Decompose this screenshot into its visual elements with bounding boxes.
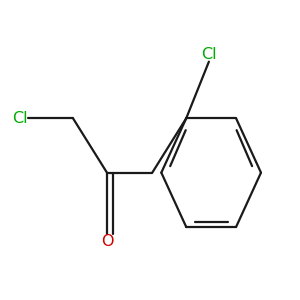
Text: Cl: Cl bbox=[201, 47, 217, 62]
Text: O: O bbox=[101, 234, 113, 249]
Text: Cl: Cl bbox=[12, 111, 28, 126]
